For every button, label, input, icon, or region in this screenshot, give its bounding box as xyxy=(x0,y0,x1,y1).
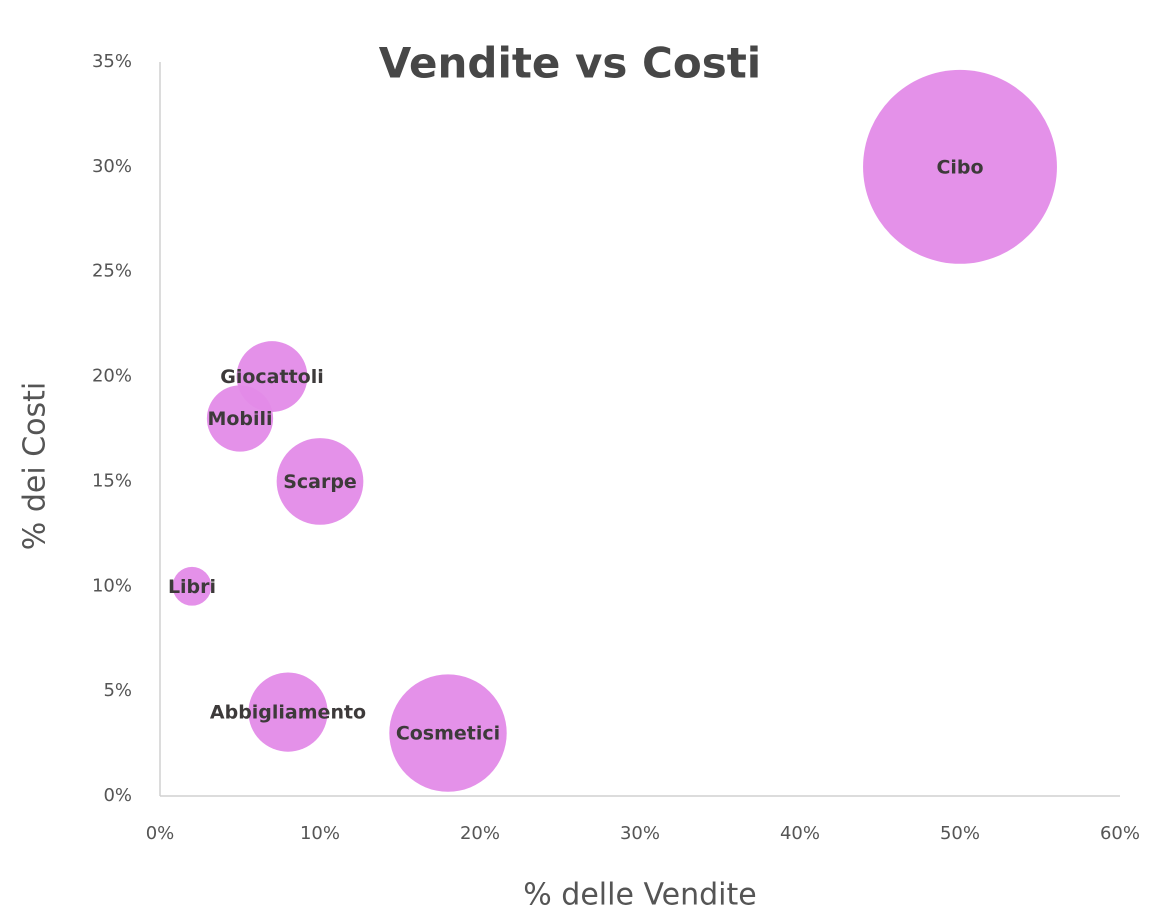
x-tick-label: 20% xyxy=(460,823,500,844)
bubble xyxy=(248,672,328,752)
bubble-label: Cibo xyxy=(936,156,983,178)
y-axis-title: % dei Costi xyxy=(18,382,53,550)
x-tick-label: 60% xyxy=(1100,823,1140,844)
y-tick-label: 20% xyxy=(92,366,132,387)
x-tick-label: 50% xyxy=(940,823,980,844)
y-tick-label: 0% xyxy=(103,785,132,806)
x-tick-label: 0% xyxy=(146,823,175,844)
bubble-label: Abbigliamento xyxy=(210,702,366,724)
x-tick-label: 30% xyxy=(620,823,660,844)
bubble xyxy=(276,438,364,525)
y-tick-label: 35% xyxy=(92,51,132,72)
x-tick-label: 10% xyxy=(300,823,340,844)
x-tick-label: 40% xyxy=(780,823,820,844)
bubble xyxy=(863,69,1057,264)
bubble-label: Giocattoli xyxy=(220,366,324,388)
bubble-label: Scarpe xyxy=(283,471,357,493)
bubble-label: Mobili xyxy=(207,408,272,430)
y-tick-label: 10% xyxy=(92,575,132,596)
bubble xyxy=(206,385,274,452)
y-tick-label: 15% xyxy=(92,470,132,491)
y-tick-label: 25% xyxy=(92,261,132,282)
chart-title: Vendite vs Costi xyxy=(379,39,761,88)
x-axis-title: % delle Vendite xyxy=(523,878,756,913)
bubble-label: Libri xyxy=(168,576,216,598)
y-tick-label: 30% xyxy=(92,156,132,177)
bubble xyxy=(172,566,212,606)
bubble-label: Cosmetici xyxy=(396,723,500,745)
y-tick-label: 5% xyxy=(103,680,132,701)
bubble xyxy=(389,674,507,792)
